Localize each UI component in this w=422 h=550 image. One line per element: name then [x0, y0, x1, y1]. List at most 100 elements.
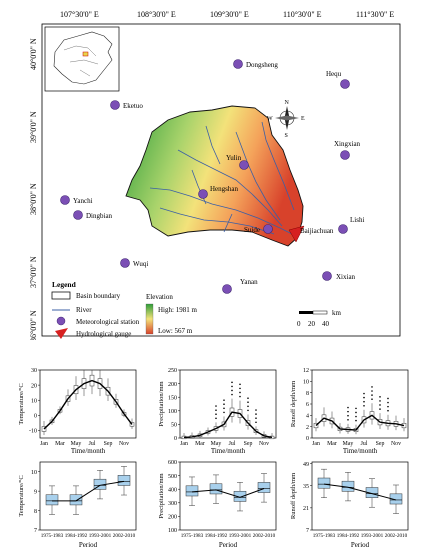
outlier-point: [223, 403, 225, 406]
outlier-point: [255, 409, 257, 411]
x-axis-label: Period: [79, 541, 98, 549]
box: [365, 487, 379, 498]
svg-text:20: 20: [308, 320, 316, 328]
svg-text:Dingbian: Dingbian: [86, 212, 113, 220]
scale-bar: km 0 20 40: [297, 309, 342, 328]
basin-map: 107°30'0" E 108°30'0" E 109°30'0" E 110°…: [29, 10, 401, 340]
y-tick-label: 150: [168, 395, 177, 401]
box: [233, 490, 247, 502]
x-tick-label: 1975-1983: [181, 533, 204, 539]
outlier-point: [363, 396, 365, 399]
outlier-point: [355, 419, 357, 422]
y-tick-label: 8: [306, 391, 309, 397]
y-tick-label: 10: [31, 470, 37, 476]
outlier-point: [255, 421, 257, 424]
y-tick-label: 300: [168, 501, 177, 507]
outlier-point: [255, 413, 257, 415]
x-tick-label: May: [71, 441, 82, 447]
outlier-point: [231, 385, 233, 388]
panel-period-temperature: 7 8 9 10 Temperature/°C Period 1975-1983 1984-1…: [18, 461, 137, 549]
svg-text:Hydrological gauge: Hydrological gauge: [76, 330, 131, 338]
x-tick-label: Jul: [89, 441, 96, 447]
x-tick-label: Mar: [195, 441, 205, 447]
x-axis-label: Time/month: [71, 447, 106, 455]
lat-label: 39°0'0" N: [29, 111, 38, 143]
station-hengshan: Hengshan: [198, 185, 238, 199]
x-axis-label: Period: [351, 541, 370, 549]
box: [69, 494, 83, 506]
x-tick-label: Jan: [40, 441, 48, 447]
x-axis-label: Time/month: [211, 447, 246, 455]
y-tick-label: 6: [306, 402, 309, 408]
y-tick-label: 12: [303, 368, 309, 374]
outlier-point: [379, 400, 381, 402]
y-tick-label: 250: [168, 368, 177, 374]
y-tick-label: 10: [31, 398, 37, 404]
lon-label: 110°30'0" E: [283, 10, 322, 19]
outlier-point: [387, 397, 389, 400]
y-tick-label: 50: [171, 423, 177, 429]
y-tick-label: 0: [306, 436, 309, 442]
y-axis-label: Temperature/°C: [18, 475, 25, 517]
box: [45, 494, 59, 506]
y-tick-label: 4: [306, 414, 309, 420]
x-tick-label: Mar: [327, 441, 337, 447]
x-tick-label: May: [343, 441, 354, 447]
svg-text:Xixian: Xixian: [336, 273, 356, 281]
svg-text:River: River: [76, 306, 92, 314]
y-tick-label: 7: [306, 528, 309, 534]
y-axis-label: Runoff depth/mm: [290, 381, 297, 427]
x-tick-label: 2002-2010: [253, 533, 276, 539]
svg-text:High: 1981 m: High: 1981 m: [158, 306, 197, 314]
panel-monthly-runoff: 0 2 4 6 8 10 12 Runoff depth/mm Time/month Jan Mar…: [290, 368, 409, 455]
median-line: [323, 483, 397, 501]
x-tick-label: 1975-1983: [41, 533, 64, 539]
y-tick-label: 20: [31, 383, 37, 389]
outlier-point: [363, 400, 365, 403]
outlier-point: [371, 390, 373, 392]
map-legend: Legend Basin boundary River Meteorologic…: [51, 280, 197, 339]
outlier-point: [239, 391, 241, 394]
outlier-point: [355, 415, 357, 418]
median-line: [43, 379, 133, 430]
y-tick-label: 500: [168, 474, 177, 480]
outlier-point: [371, 386, 373, 388]
x-tick-label: May: [211, 441, 222, 447]
median-line: [52, 480, 125, 502]
outlier-point: [363, 392, 365, 395]
svg-text:S: S: [285, 133, 288, 139]
elevation-title: Elevation: [146, 293, 173, 301]
legend-title: Legend: [52, 280, 77, 289]
outlier-point: [387, 401, 389, 404]
station-xixian: Xixian: [322, 271, 356, 281]
x-axis-label: Time/month: [343, 447, 378, 455]
outlier-point: [215, 413, 217, 416]
outlier-point: [387, 409, 389, 412]
x-tick-label: 2002-2010: [113, 533, 136, 539]
lon-label: 109°30'0" E: [210, 10, 249, 19]
lon-label: 108°30'0" E: [137, 10, 176, 19]
outlier-point: [231, 393, 233, 396]
svg-text:Yulin: Yulin: [226, 154, 242, 162]
x-axis-label: Period: [219, 541, 238, 549]
outlier-point: [215, 409, 217, 411]
svg-text:Xingxian: Xingxian: [334, 140, 361, 148]
outlier-point: [247, 401, 249, 404]
x-tick-label: Nov: [391, 441, 401, 447]
x-tick-label: 1975-1983: [313, 533, 336, 539]
x-tick-label: 1993-2001: [89, 533, 112, 539]
median-line: [191, 488, 265, 498]
svg-text:Yanan: Yanan: [240, 278, 258, 286]
lat-label: 38°0'0" N: [29, 183, 38, 215]
outlier-point: [379, 408, 381, 410]
outlier-point: [223, 411, 225, 414]
station-yanchi: Yanchi: [60, 195, 93, 205]
x-tick-label: 1984-1992: [65, 533, 88, 539]
outlier-point: [379, 396, 381, 398]
hydrological-gauge: Baijiachuan: [288, 225, 334, 243]
x-tick-label: Mar: [55, 441, 65, 447]
x-tick-label: 1984-1992: [205, 533, 228, 539]
station-wuqi: Wuqi: [120, 258, 148, 268]
